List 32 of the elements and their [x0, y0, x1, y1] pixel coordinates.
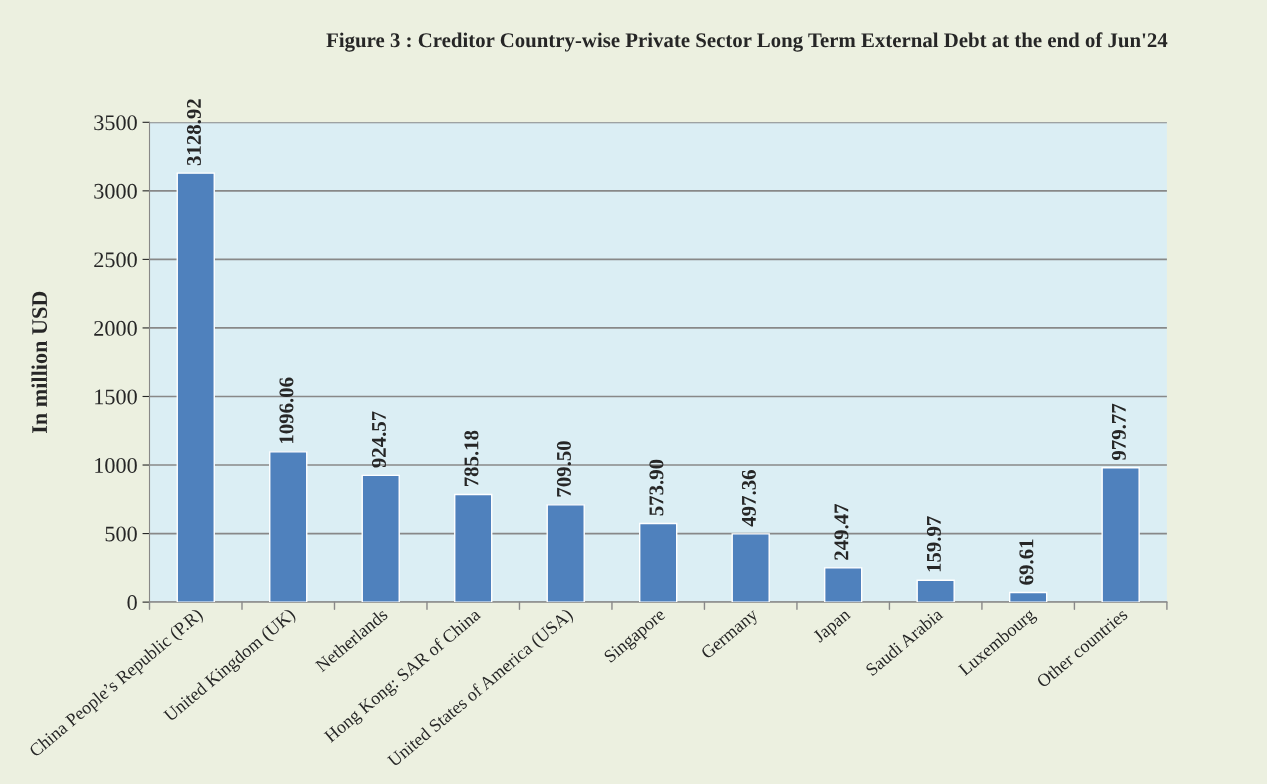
- bar: [361, 474, 400, 603]
- data-label: 573.90: [649, 459, 664, 516]
- data-label: 1096.06: [279, 377, 294, 443]
- bar: [1008, 591, 1048, 603]
- y-tick-label: 1500: [95, 389, 137, 405]
- data-label: 249.47: [834, 503, 849, 560]
- data-label: 159.97: [926, 516, 941, 572]
- bar: [176, 172, 215, 603]
- data-label: 785.18: [464, 430, 479, 487]
- y-tick-label: 500: [105, 526, 137, 542]
- y-tick-label: 0: [127, 595, 137, 611]
- data-label: 979.77: [1111, 403, 1126, 461]
- data-label: 69.61: [1019, 539, 1034, 585]
- y-tick-label: 2000: [94, 320, 137, 336]
- bar: [269, 451, 308, 603]
- bar: [916, 579, 955, 603]
- data-label: 924.57: [371, 411, 387, 468]
- data-label: 497.36: [741, 470, 756, 527]
- chart-title: Figure 3 : Creditor Country-wise Private Sector Long Term External Debt at the end of Jun'24: [326, 32, 1168, 52]
- bar: [639, 522, 678, 603]
- y-tick-label: 3500: [94, 115, 137, 131]
- bar: [823, 567, 863, 603]
- y-axis-title: In million USD: [31, 291, 48, 434]
- y-tick-label: 2500: [94, 252, 137, 268]
- y-tick-label: 3000: [94, 183, 137, 199]
- bar: [546, 504, 585, 603]
- bar: [454, 493, 493, 603]
- data-label: 709.50: [556, 441, 572, 497]
- data-label: 3128.92: [186, 99, 202, 166]
- bar: [1101, 467, 1140, 603]
- bar: [731, 533, 770, 603]
- y-tick-label: 1000: [95, 457, 137, 473]
